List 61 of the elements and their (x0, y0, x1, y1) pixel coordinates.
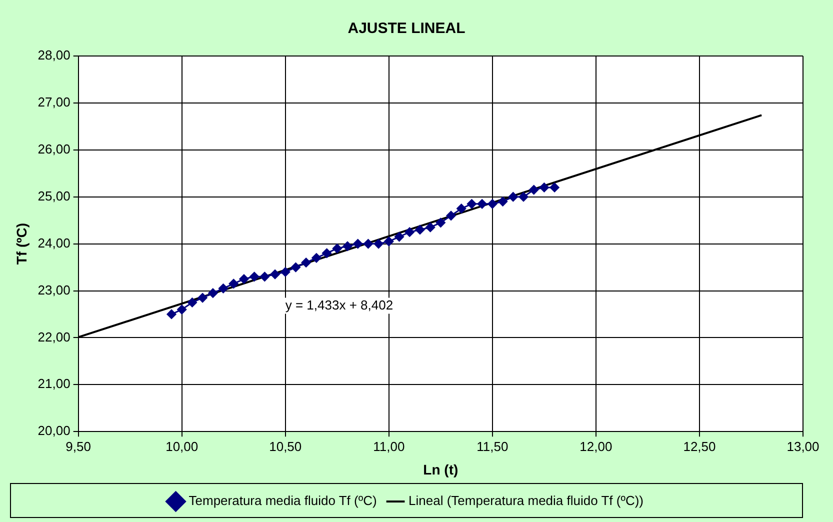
point (539, 182, 549, 192)
point (218, 284, 228, 294)
point (270, 270, 280, 280)
x-tick-label: 13,00 (786, 438, 820, 454)
point (353, 239, 363, 249)
point (456, 204, 466, 214)
point (342, 241, 352, 251)
point (550, 182, 560, 192)
point (529, 185, 539, 195)
x-tick-label: 10,00 (166, 438, 198, 454)
point (312, 253, 322, 263)
y-axis-title: Tf (ºC) (13, 222, 30, 265)
legend-label: Temperatura media fluido Tf (ºC) (188, 493, 377, 508)
annotation: y = 1,433x + 8,402 (285, 297, 394, 312)
y-tick-label: 24,00 (38, 235, 70, 250)
y-tick-label: 23,00 (38, 282, 70, 298)
x-tick-label: 11,00 (373, 438, 405, 454)
point (415, 224, 425, 234)
point (404, 227, 414, 237)
chart-title: AJUSTE LINEAL (348, 20, 466, 38)
y-tick-label: 26,00 (38, 141, 70, 156)
point (384, 236, 394, 246)
point (208, 288, 218, 298)
point (301, 258, 311, 268)
point (374, 239, 384, 249)
point (518, 192, 528, 202)
point (166, 309, 176, 319)
point (363, 239, 373, 249)
y-tick-label: 28,00 (38, 48, 70, 63)
x-tick-label: 12,00 (580, 438, 612, 454)
point (394, 232, 404, 242)
legend-label: Lineal (Temperatura media fluido Tf (ºC)) (408, 493, 644, 508)
x-axis-title: Ln (t) (423, 461, 458, 478)
point (187, 298, 197, 308)
y-tick-label: 21,00 (38, 376, 70, 392)
point (198, 293, 208, 303)
point (228, 278, 238, 288)
point (260, 272, 270, 282)
point (250, 272, 260, 282)
point (446, 210, 456, 220)
x-tick-label: 9,50 (66, 438, 91, 454)
y-tick-label: 22,00 (38, 329, 70, 344)
point (498, 196, 508, 206)
point (177, 304, 187, 314)
point (466, 199, 476, 209)
point (436, 218, 446, 228)
point (332, 244, 342, 254)
y-tick-label: 25,00 (38, 188, 70, 204)
x-tick-label: 12,50 (683, 438, 716, 454)
point (488, 199, 498, 209)
point (477, 199, 487, 209)
point (280, 267, 290, 277)
point (322, 248, 332, 258)
point (426, 222, 436, 232)
point (290, 262, 300, 272)
y-tick-label: 20,00 (38, 423, 70, 438)
point (239, 274, 249, 284)
point (508, 192, 518, 202)
x-tick-label: 10,50 (269, 438, 302, 454)
x-tick-label: 11,50 (476, 438, 508, 454)
y-tick-label: 27,00 (38, 94, 70, 110)
